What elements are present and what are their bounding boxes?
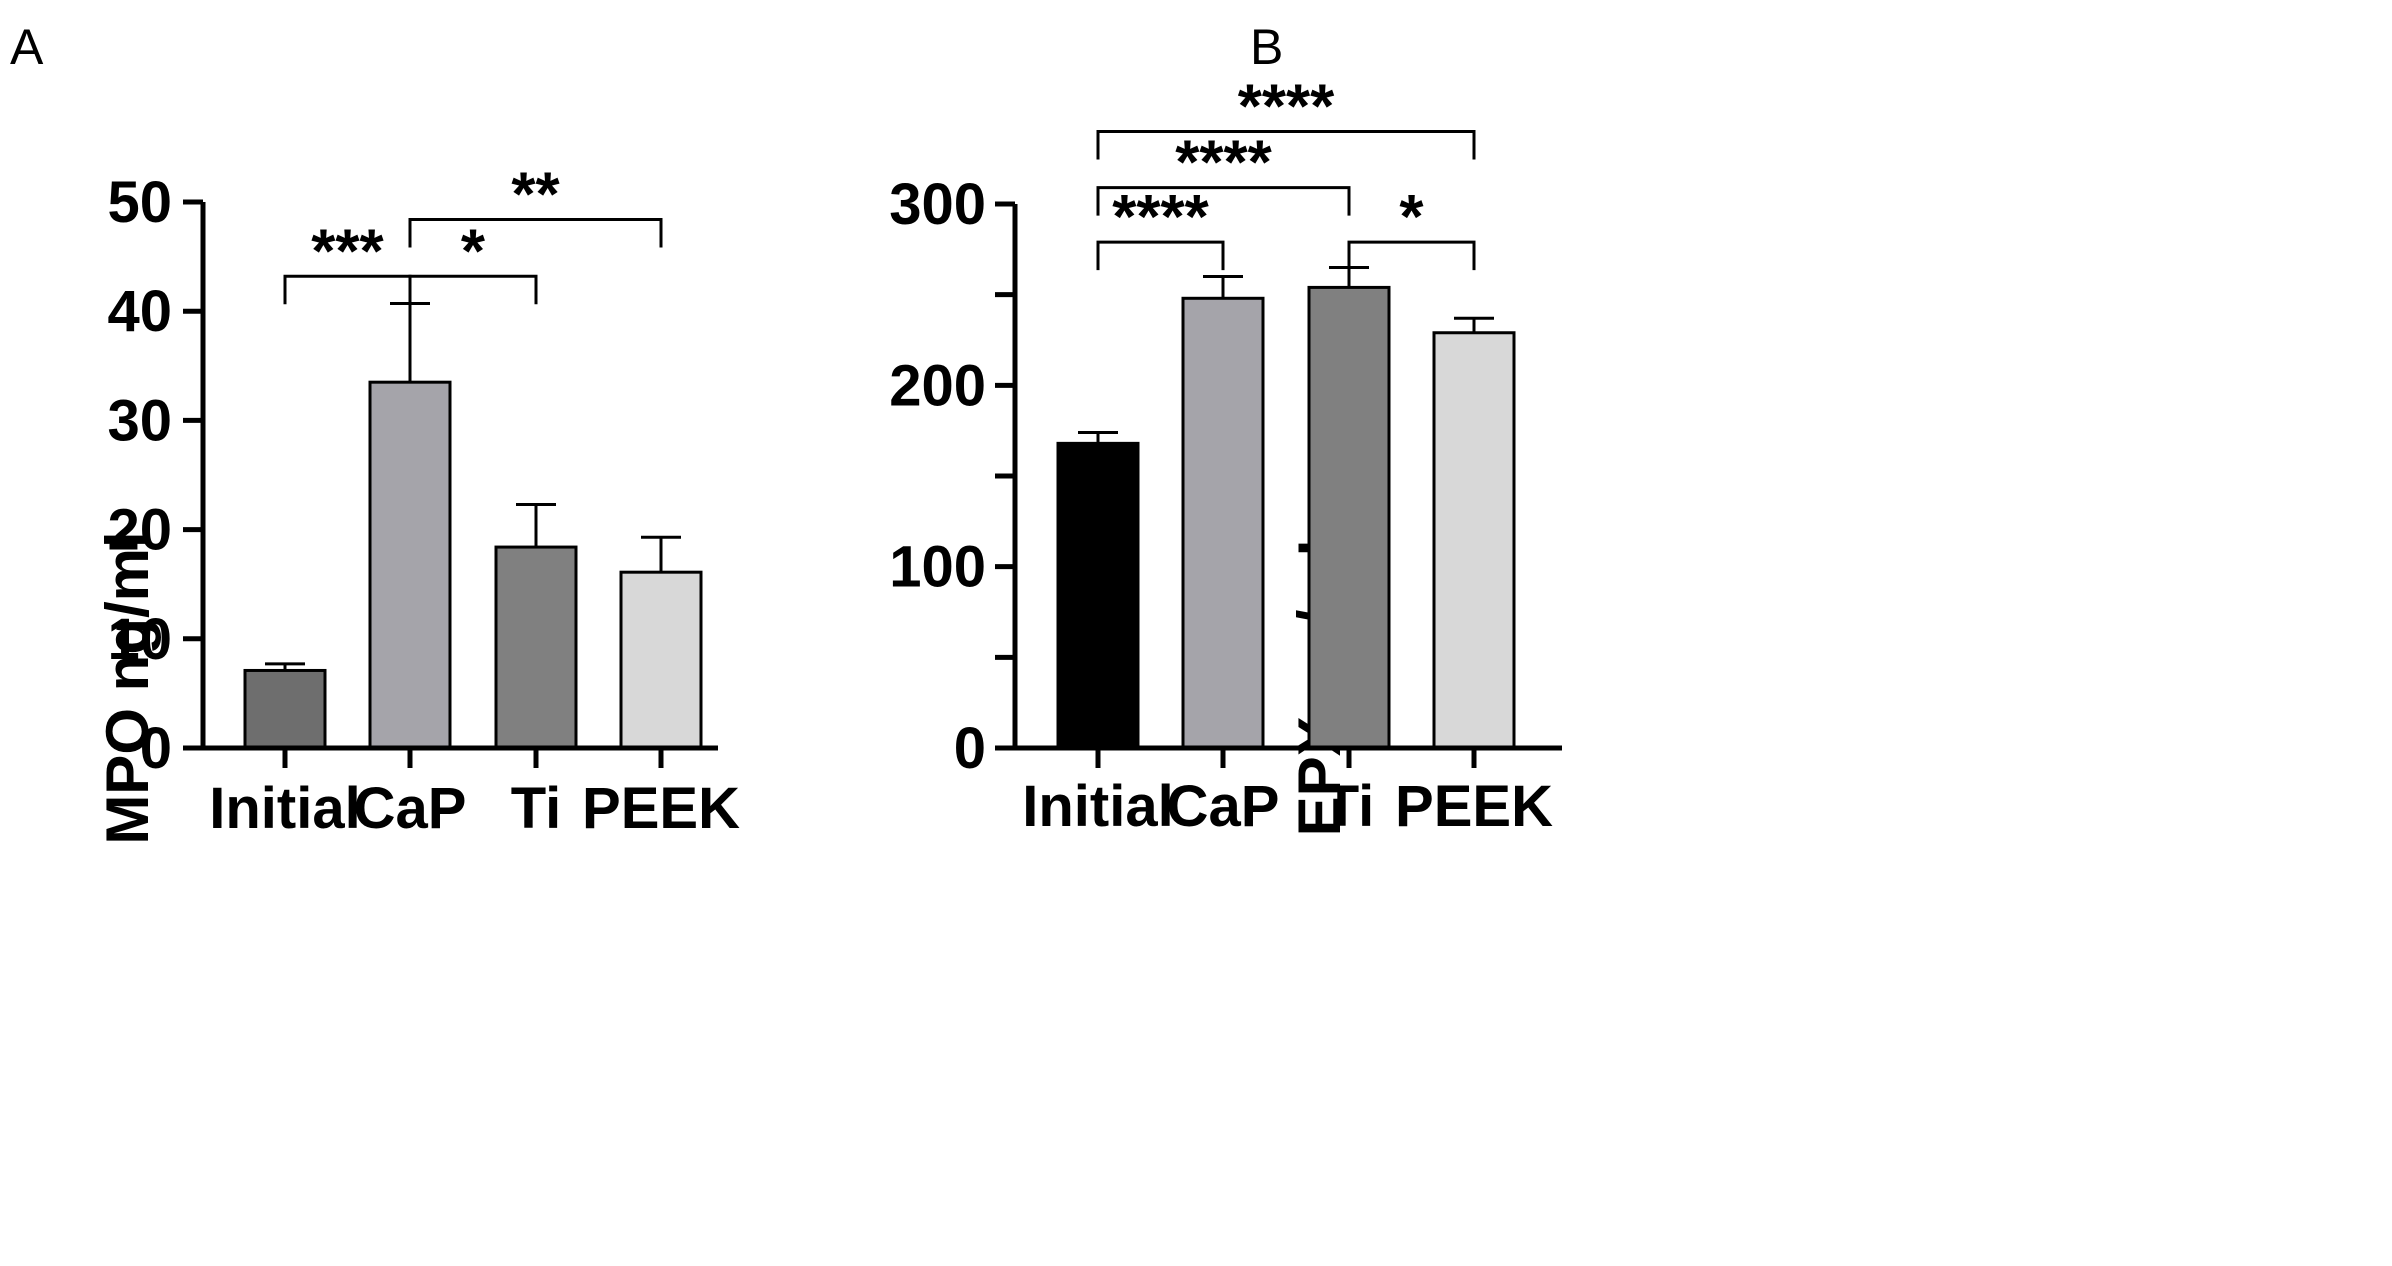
x-tick-label-initial: Initial [1022,774,1173,839]
significance-bracket [408,274,538,305]
x-tick-label-cap: CaP [1167,774,1280,839]
y-axis-title-a: MPO ng/ml [94,531,161,844]
bar-peek [1432,331,1516,750]
significance-bracket [408,217,663,248]
x-tick-label-initial: Initial [209,776,360,841]
x-tick-label-peek: PEEK [1395,774,1553,839]
significance-label: ** [511,160,560,229]
bar-ti [1307,285,1391,750]
y-tick-label: 50 [107,170,172,235]
bar-ti [494,545,578,750]
significance-label: **** [1112,183,1209,252]
x-tick-label-peek: PEEK [582,776,740,841]
bar-initial [243,668,327,750]
panel-letter-a: A [10,19,44,75]
y-tick-label: 0 [140,716,172,781]
bar-initial [1056,441,1140,750]
significance-label: * [461,217,486,286]
bar-peek [619,570,703,750]
x-tick-label-ti: Ti [1324,774,1375,839]
significance-label: **** [1238,72,1335,141]
significance-bracket [1096,129,1476,160]
x-tick-label-cap: CaP [354,776,467,841]
significance-bracket [1347,240,1476,271]
significance-label: **** [1175,129,1272,198]
significance-bracket [1096,186,1351,216]
y-tick-label: 0 [954,716,986,781]
y-tick-label: 200 [889,353,986,418]
y-tick-label: 300 [889,172,986,237]
y-tick-label: 100 [889,535,986,600]
y-tick-label: 10 [107,607,172,672]
bar-cap [368,380,452,750]
y-tick-label: 20 [107,498,172,563]
panel-letter-b: B [1250,19,1283,75]
significance-bracket [1096,240,1225,271]
x-tick-label-ti: Ti [511,776,562,841]
y-tick-label: 40 [107,279,172,344]
bar-cap [1181,296,1265,750]
y-tick-label: 30 [107,388,172,453]
significance-label: * [1399,183,1424,252]
significance-label: *** [311,217,384,286]
